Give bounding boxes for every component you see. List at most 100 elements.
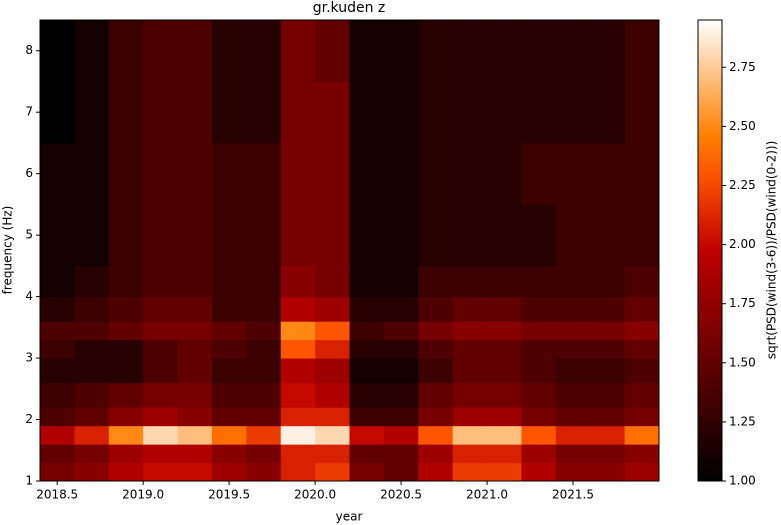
heatmap-cell <box>246 462 282 482</box>
heatmap-cell <box>624 407 660 427</box>
heatmap-cell <box>590 407 626 427</box>
heatmap-cell <box>74 296 110 322</box>
heatmap-cell <box>590 425 626 445</box>
heatmap-cell <box>383 339 419 359</box>
heatmap-cell <box>555 339 591 359</box>
heatmap-cell <box>487 20 522 82</box>
heatmap-cell <box>521 425 557 445</box>
x-tick-label: 2020.5 <box>380 488 422 502</box>
heatmap-cell <box>211 339 247 359</box>
heatmap-cell <box>624 462 660 482</box>
heatmap-cell <box>315 296 350 322</box>
heatmap-cell <box>521 382 557 408</box>
heatmap-cell <box>280 321 316 341</box>
heatmap-cell <box>246 81 282 144</box>
heatmap-cell <box>108 20 144 82</box>
heatmap-cell <box>521 407 557 427</box>
heatmap-cell <box>108 462 144 482</box>
heatmap-cell <box>315 425 350 445</box>
heatmap-cell <box>624 265 660 298</box>
heatmap-cell <box>624 321 660 341</box>
heatmap-cell <box>143 339 179 359</box>
heatmap-cell <box>177 425 213 445</box>
heatmap-cell <box>487 425 522 445</box>
heatmap-cell <box>211 444 247 464</box>
heatmap-cell <box>624 425 660 445</box>
heatmap-cell <box>590 142 626 205</box>
heatmap-cell <box>487 321 522 341</box>
heatmap-cell <box>487 444 522 464</box>
heatmap-cell <box>246 204 282 267</box>
heatmap-cell <box>349 81 385 144</box>
heatmap-cell <box>521 81 557 144</box>
chart-title: gr.kuden z <box>313 0 386 16</box>
heatmap-cell <box>74 265 110 298</box>
heatmap-cell <box>40 142 75 205</box>
heatmap-cell <box>487 407 522 427</box>
heatmap-cell <box>349 265 385 298</box>
heatmap-cell <box>108 321 144 341</box>
heatmap-cell <box>555 425 591 445</box>
colorbar-tick-label: 2.75 <box>729 60 756 74</box>
heatmap-cell <box>383 407 419 427</box>
heatmap-cell <box>487 462 522 482</box>
heatmap-cell <box>211 407 247 427</box>
heatmap-cell <box>555 462 591 482</box>
heatmap-cell <box>555 81 591 144</box>
heatmap-cell <box>452 407 488 427</box>
heatmap-cell <box>383 204 419 267</box>
heatmap-cell <box>280 296 316 322</box>
heatmap-cell <box>383 296 419 322</box>
heatmap-cell <box>418 358 454 384</box>
heatmap-cell <box>487 382 522 408</box>
heatmap-cell <box>211 321 247 341</box>
heatmap-cell <box>590 339 626 359</box>
heatmap-cell <box>74 425 110 445</box>
heatmap-cell <box>383 142 419 205</box>
heatmap-cell <box>211 142 247 205</box>
heatmap-cell <box>177 81 213 144</box>
heatmap-cell <box>280 462 316 482</box>
heatmap-cell <box>143 462 179 482</box>
heatmap-cell <box>418 407 454 427</box>
x-tick-label: 2018.5 <box>36 488 78 502</box>
heatmap-cell <box>590 81 626 144</box>
heatmap-cell <box>418 296 454 322</box>
heatmap-cell <box>280 81 316 144</box>
heatmap-cell <box>40 462 75 482</box>
heatmap-cell <box>177 142 213 205</box>
heatmap-cell <box>315 444 350 464</box>
heatmap-cell <box>246 407 282 427</box>
heatmap-cell <box>590 296 626 322</box>
heatmap-cell <box>177 407 213 427</box>
heatmap-cell <box>280 20 316 82</box>
heatmap-cell <box>383 81 419 144</box>
heatmap-cell <box>418 425 454 445</box>
heatmap-cell <box>246 425 282 445</box>
heatmap-cell <box>280 142 316 205</box>
heatmap-cell <box>177 20 213 82</box>
heatmap-cell <box>177 296 213 322</box>
heatmap-cell <box>315 81 350 144</box>
heatmap-cell <box>349 204 385 267</box>
heatmap-cell <box>143 265 179 298</box>
heatmap-cell <box>211 382 247 408</box>
heatmap-cell <box>40 358 75 384</box>
heatmap-cell <box>177 339 213 359</box>
heatmap-cell <box>555 142 591 205</box>
heatmap-cell <box>177 321 213 341</box>
heatmap-cell <box>521 444 557 464</box>
heatmap-cell <box>452 462 488 482</box>
heatmap-cell <box>487 296 522 322</box>
heatmap-cell <box>74 20 110 82</box>
y-tick-label: 6 <box>25 166 33 180</box>
heatmap-cell <box>40 407 75 427</box>
heatmap-cell <box>280 444 316 464</box>
heatmap-cell <box>211 296 247 322</box>
heatmap-cell <box>349 296 385 322</box>
heatmap-cell <box>349 142 385 205</box>
heatmap-cell <box>315 204 350 267</box>
heatmap-cell <box>211 462 247 482</box>
x-tick-label: 2019.0 <box>122 488 164 502</box>
heatmap-cell <box>40 321 75 341</box>
